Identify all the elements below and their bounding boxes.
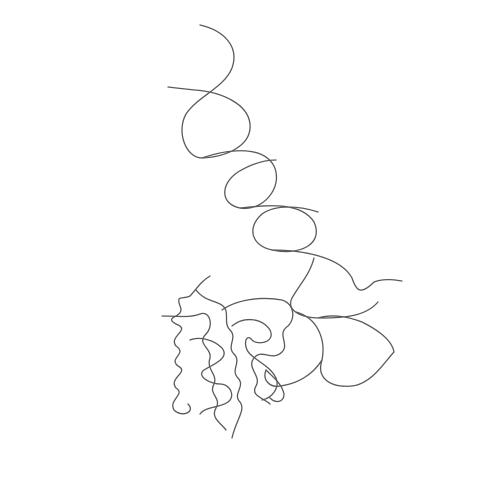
backbone-bundle	[221, 297, 294, 405]
backbone-loop	[295, 311, 395, 387]
backbone-bundle	[161, 312, 227, 431]
backbone-helix	[290, 257, 379, 319]
backbone-bundle	[195, 289, 243, 439]
backbone-helix	[271, 249, 403, 291]
backbone-bundle	[265, 369, 285, 403]
backbone-loop	[264, 359, 323, 387]
backbone-bundle	[170, 275, 211, 415]
backbone-bundle	[189, 337, 233, 415]
